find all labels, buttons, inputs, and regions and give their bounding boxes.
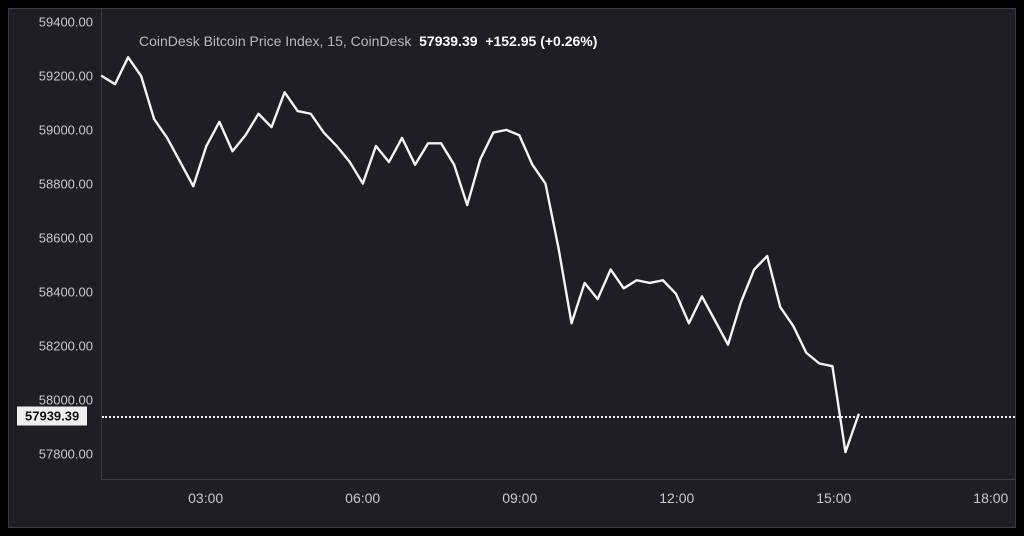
chart-title: CoinDesk Bitcoin Price Index, 15, CoinDe… xyxy=(139,33,597,49)
x-tick-label: 12:00 xyxy=(659,490,694,506)
y-tick-label: 57800.00 xyxy=(9,447,93,462)
title-prefix: CoinDesk Bitcoin Price Index, 15, CoinDe… xyxy=(139,33,411,49)
y-tick-label: 58000.00 xyxy=(9,393,93,408)
y-tick-label: 58200.00 xyxy=(9,339,93,354)
price-tag: 57939.39 xyxy=(17,407,87,426)
x-tick-label: 09:00 xyxy=(502,490,537,506)
y-axis: 59400.00 59200.00 59000.00 58800.00 58600.00… xyxy=(9,9,101,527)
plot-area[interactable] xyxy=(101,9,1015,479)
x-tick-label: 18:00 xyxy=(973,490,1008,506)
x-tick-label: 03:00 xyxy=(188,490,223,506)
change-pct: (+0.26%) xyxy=(540,33,597,49)
change-abs: +152.95 xyxy=(485,33,536,49)
x-tick-label: 15:00 xyxy=(816,490,851,506)
y-tick-label: 58400.00 xyxy=(9,285,93,300)
y-tick-label: 59000.00 xyxy=(9,123,93,138)
y-tick-label: 59200.00 xyxy=(9,69,93,84)
y-tick-label: 58800.00 xyxy=(9,177,93,192)
x-axis: 03:00 06:00 09:00 12:00 15:00 18:00 xyxy=(101,479,1015,527)
price-tag-value: 57939.39 xyxy=(25,409,79,424)
y-tick-label: 58600.00 xyxy=(9,231,93,246)
price-line-chart xyxy=(102,9,1015,479)
chart-frame: CoinDesk Bitcoin Price Index, 15, CoinDe… xyxy=(8,8,1016,528)
x-tick-label: 06:00 xyxy=(345,490,380,506)
last-price: 57939.39 xyxy=(419,33,477,49)
y-tick-label: 59400.00 xyxy=(9,15,93,30)
